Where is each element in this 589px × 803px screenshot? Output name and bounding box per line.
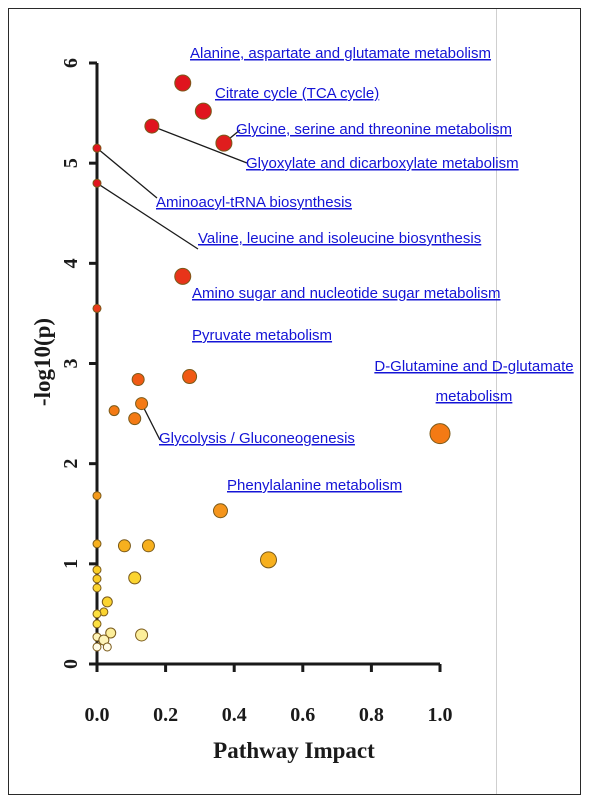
annotation-label: Glyoxylate and dicarboxylate metabolism [246,155,519,172]
y-tick-label: 6 [60,58,82,68]
x-tick-label: 0.4 [222,704,247,726]
x-tick-label: 0.6 [290,704,315,726]
annotation-label: Phenylalanine metabolism [227,477,402,494]
data-point [260,551,277,569]
data-point [92,178,102,188]
data-point [92,491,102,501]
axes: 0.0 0.2 0.4 0.6 0.8 1.0 0 1 2 3 4 5 6 [60,58,453,726]
annotation-label: Valine, leucine and isoleucine biosynthe… [198,230,481,247]
data-point [108,405,120,417]
data-point [135,397,149,411]
data-point [92,565,102,575]
annotation-label: D-Glutamine and D-glutamate [374,358,573,375]
annotation-label: Amino sugar and nucleotide sugar metabol… [192,285,501,302]
y-tick-label: 5 [60,158,82,168]
data-point [141,539,155,553]
data-point [182,369,198,385]
x-axis-title: Pathway Impact [213,738,375,763]
data-point [105,627,117,639]
data-point [92,619,102,629]
annotation-label: metabolism [436,388,513,405]
data-point [131,373,145,387]
data-point [92,583,102,593]
y-tick-label: 0 [60,659,82,669]
y-tick-label: 3 [60,359,82,369]
leader-line [141,403,161,441]
data-point [174,74,192,92]
x-tick-label: 0.2 [153,704,178,726]
x-tick-label: 0.0 [85,704,110,726]
panel-divider [496,9,497,794]
leader-line [96,147,158,199]
annotation-label: Aminoacyl-tRNA biosynthesis [156,194,352,211]
data-point [101,596,113,608]
annotation-label: Glycolysis / Gluconeogenesis [159,430,355,447]
annotation-leaders [96,125,248,441]
x-tick-label: 1.0 [428,704,453,726]
annotations: Alanine, aspartate and glutamate metabol… [156,45,574,494]
y-tick-label: 2 [60,459,82,469]
data-point [92,609,102,619]
data-point [92,574,102,584]
annotation-label: Pyruvate metabolism [192,327,332,344]
data-point [212,503,228,519]
data-point [92,642,102,652]
data-point [135,628,149,642]
data-point [215,134,233,152]
leader-line [151,125,248,164]
y-tick-label: 1 [60,559,82,569]
y-axis-title: -log10(p) [30,318,55,406]
data-point [144,118,160,134]
data-point [429,423,451,445]
data-point [128,571,142,585]
y-tick-label: 4 [60,258,82,268]
data-point [128,412,142,426]
data-points [92,74,451,652]
data-point [174,267,192,285]
data-point [92,303,102,313]
data-point [194,102,212,120]
data-point [102,642,112,652]
annotation-label: Citrate cycle (TCA cycle) [215,85,379,102]
data-point [92,143,102,153]
leader-line [96,182,199,250]
annotation-label: Glycine, serine and threonine metabolism [236,121,512,138]
data-point [92,539,102,549]
x-tick-label: 0.8 [359,704,384,726]
annotation-label: Alanine, aspartate and glutamate metabol… [190,45,491,62]
data-point [117,539,131,553]
